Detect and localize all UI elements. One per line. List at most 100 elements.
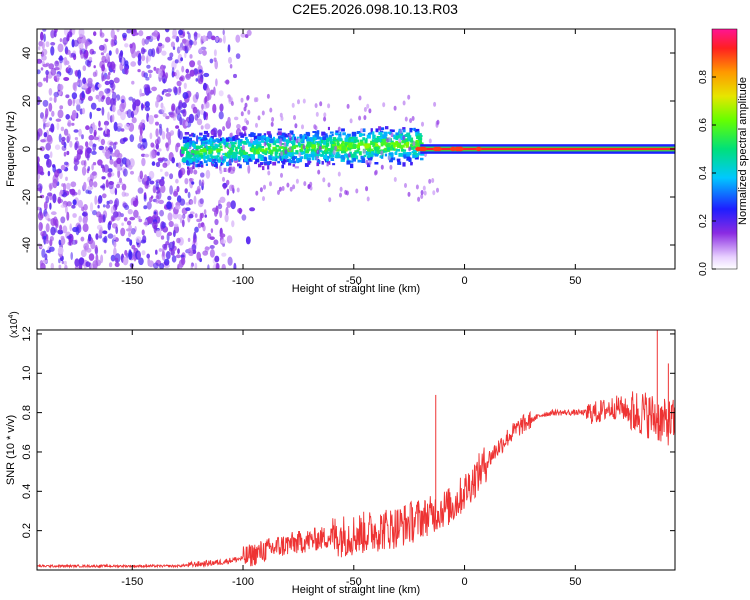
- spectrogram-signal-cell: [372, 131, 375, 136]
- spectrogram-noise-cell: [165, 251, 171, 260]
- spectrogram-signal-cell: [200, 162, 204, 166]
- spectrogram-noise-cell: [82, 77, 87, 84]
- spectrogram-signal-cell: [292, 164, 296, 167]
- spectrogram-signal-cell: [371, 139, 375, 142]
- spectrogram-noise-cell: [132, 200, 137, 206]
- spectrogram-noise-cell: [177, 263, 180, 269]
- spectrogram-signal-cell: [251, 148, 254, 153]
- spectrogram-noise-cell: [126, 29, 132, 34]
- spectrogram-noise-cell: [173, 190, 178, 197]
- spectrogram-noise-cell: [152, 185, 156, 194]
- spectrogram-signal-cell: [337, 143, 340, 148]
- spectrogram-signal-cell: [300, 134, 303, 137]
- spectrogram-signal-cell: [182, 139, 187, 144]
- spectrogram-noise-cell: [192, 106, 198, 114]
- spectrogram-noise-cell: [278, 186, 282, 192]
- spectrogram-signal-cell: [397, 144, 401, 148]
- spectrogram-noise-cell: [149, 150, 156, 159]
- spectrogram-signal-cell: [382, 134, 387, 139]
- spectrogram-signal-cell: [235, 151, 239, 155]
- spectrogram-noise-cell: [57, 196, 62, 204]
- spectrogram-noise-cell: [257, 115, 261, 121]
- spectrogram-noise-cell: [147, 216, 153, 224]
- spectrogram-signal-cell: [282, 161, 286, 165]
- spectrogram-noise-cell: [78, 128, 82, 137]
- spectrogram-noise-cell: [56, 76, 60, 83]
- spectrogram-noise-cell: [67, 98, 73, 107]
- spectrogram-noise-cell: [85, 261, 91, 268]
- spectrogram-noise-cell: [193, 32, 198, 37]
- spectrogram-signal-cell: [313, 138, 316, 141]
- spectrogram-noise-cell: [76, 103, 81, 112]
- spectrogram-noise-cell: [172, 86, 178, 94]
- spectrogram-noise-cell: [85, 125, 90, 131]
- spectrogram-noise-cell: [121, 222, 124, 226]
- spectrogram-signal-cell: [305, 150, 309, 154]
- spectrogram-noise-cell: [114, 39, 118, 46]
- spectrogram-noise-cell: [303, 181, 307, 187]
- spectrogram-noise-cell: [229, 64, 233, 69]
- spectrogram-signal-cell: [403, 155, 406, 159]
- spectrogram-noise-cell: [102, 148, 105, 154]
- spectrogram-noise-cell: [176, 80, 182, 87]
- spectrogram-noise-cell: [114, 187, 118, 196]
- spectrogram-noise-cell: [49, 97, 53, 101]
- spectrogram-noise-cell: [155, 199, 160, 204]
- spectrogram-noise-cell: [349, 118, 353, 124]
- spectrogram-noise-cell: [196, 118, 203, 126]
- spectrogram-noise-cell: [113, 121, 118, 132]
- chart-title: C2E5.2026.098.10.13.R03: [292, 1, 458, 17]
- spectrogram-noise-cell: [199, 109, 205, 115]
- spectrogram-noise-cell: [42, 99, 49, 107]
- spectrogram-signal-cell: [191, 149, 194, 154]
- spectrogram-noise-cell: [158, 178, 165, 187]
- spectrogram-signal-cell: [352, 143, 357, 148]
- spectrogram-noise-cell: [187, 32, 191, 40]
- spectrogram-noise-cell: [125, 158, 130, 166]
- spectrogram-signal-cell: [329, 134, 333, 138]
- spectrogram-noise-cell: [210, 228, 214, 234]
- spectrogram-noise-cell: [91, 170, 98, 179]
- spectrogram-signal-cell: [181, 146, 186, 150]
- spectrogram-noise-cell: [154, 139, 159, 145]
- spectrogram-noise-cell: [155, 181, 159, 191]
- spectrogram-signal-cell: [340, 150, 344, 154]
- spectrogram-signal-cell: [389, 129, 393, 132]
- spectrogram-signal-cell: [390, 129, 395, 133]
- spectrogram-noise-cell: [70, 252, 73, 260]
- spectrogram-noise-cell: [327, 182, 331, 188]
- spectrogram-signal-cell: [258, 163, 262, 168]
- spectrogram-signal-cell: [184, 136, 189, 140]
- spectrogram-noise-cell: [126, 228, 132, 232]
- spectrogram-signal-cell: [306, 146, 309, 151]
- spectrogram-noise-cell: [40, 112, 44, 119]
- spectrogram-noise-cell: [81, 134, 84, 140]
- spectrogram-signal-cell: [324, 145, 329, 150]
- spectrogram-noise-cell: [382, 102, 386, 108]
- spectrogram-x-label: Height of straight line (km): [292, 283, 420, 295]
- spectrogram-signal-cell: [349, 151, 352, 156]
- spectrogram-signal-cell: [219, 141, 224, 144]
- spectrogram-signal-cell: [375, 143, 379, 148]
- spectrogram-signal-cell: [210, 135, 214, 140]
- spectrogram-noise-cell: [246, 95, 250, 101]
- spectrogram-noise-cell: [72, 226, 78, 233]
- spectrogram-noise-cell: [45, 69, 49, 76]
- spectrogram-noise-cell: [78, 29, 85, 38]
- spectrogram-noise-cell: [69, 223, 72, 232]
- spectrogram-signal-cell: [240, 152, 244, 157]
- spectrogram-noise-cell: [337, 171, 341, 177]
- spectrogram-noise-cell: [44, 113, 48, 120]
- spectrogram-noise-cell: [44, 253, 48, 261]
- spectrogram-signal-cell: [186, 161, 189, 165]
- spectrogram-signal-cell: [410, 140, 414, 143]
- spectrogram-noise-cell: [235, 53, 241, 59]
- spectrogram-noise-cell: [155, 143, 159, 150]
- spectrogram-noise-cell: [155, 249, 158, 255]
- spectrogram-noise-cell: [96, 107, 102, 112]
- spectrogram-noise-cell: [47, 135, 53, 145]
- spectrogram-signal-cell: [344, 137, 349, 142]
- spectrogram-signal-cell: [357, 159, 362, 163]
- spectrogram-signal-cell: [306, 141, 311, 144]
- spectrogram-signal-cell: [255, 139, 258, 144]
